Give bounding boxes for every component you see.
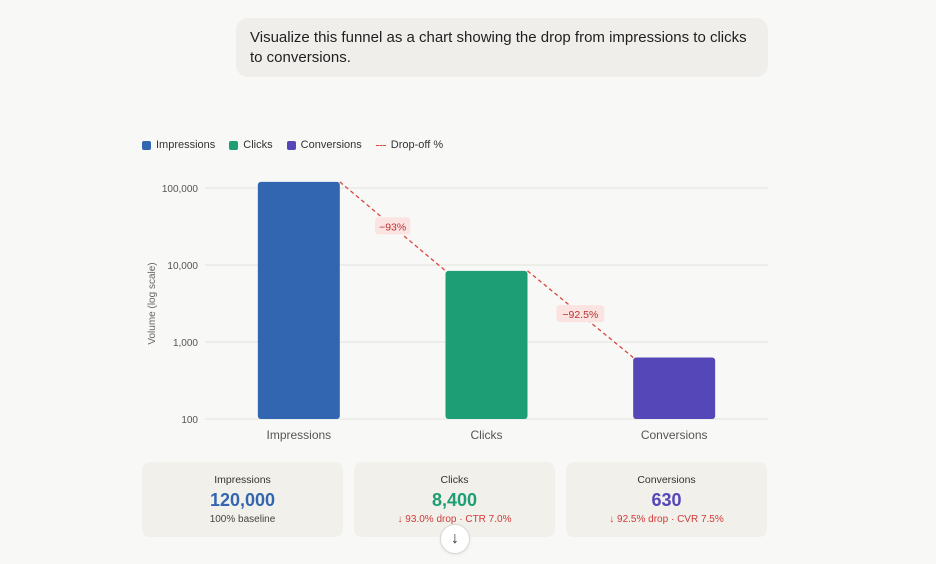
card-label: Conversions	[637, 474, 696, 486]
dropoff-line	[339, 181, 446, 272]
legend-swatch-clicks	[229, 140, 239, 150]
dropoff-line	[527, 270, 634, 358]
card-label: Clicks	[440, 474, 469, 486]
card-conversions: Conversions 630 ↓ 92.5% drop · CVR 7.5%	[566, 462, 767, 537]
card-label: Impressions	[214, 474, 271, 486]
dropoff-badge	[375, 217, 411, 235]
scroll-down-button[interactable]: ↓	[440, 524, 470, 554]
user-prompt-bubble: Visualize this funnel as a chart showing…	[236, 18, 768, 77]
y-tick-label: 10,000	[167, 261, 198, 272]
dropoff-label: −92.5%	[562, 309, 598, 321]
legend-dash-dropoff	[375, 144, 386, 146]
card-subtext: ↓ 92.5% drop · CVR 7.5%	[609, 514, 724, 525]
legend-item-conversions: Conversions	[286, 139, 362, 151]
bar-clicks	[445, 270, 528, 419]
y-tick-label: 1,000	[173, 338, 198, 349]
y-axis-label: Volume (log scale)	[147, 262, 158, 344]
card-value: 8,400	[431, 490, 478, 510]
dropoff-badge	[556, 305, 605, 323]
x-tick-label: Conversions	[641, 428, 708, 442]
card-subtext: 100% baseline	[209, 514, 276, 525]
card-value: 630	[651, 490, 682, 510]
x-tick-label: Impressions	[266, 428, 331, 442]
chart-legend: Impressions Clicks Conversions Drop-off …	[142, 139, 457, 151]
legend-item-impressions: Impressions	[142, 139, 215, 151]
bar-impressions	[257, 181, 340, 419]
user-prompt-text: Visualize this funnel as a chart showing…	[250, 29, 747, 66]
legend-swatch-impressions	[142, 140, 151, 150]
legend-label-impressions: Impressions	[156, 139, 216, 151]
summary-cards: Impressions 120,000 100% baseline Clicks…	[142, 462, 767, 537]
card-subtext: ↓ 93.0% drop · CTR 7.0%	[397, 514, 512, 525]
legend-swatch-conversions	[286, 140, 296, 150]
arrow-down-icon: ↓	[451, 530, 459, 547]
card-value: 120,000	[209, 490, 276, 510]
x-tick-label: Clicks	[471, 428, 503, 442]
card-impressions: Impressions 120,000 100% baseline	[142, 462, 343, 537]
card-clicks: Clicks 8,400 ↓ 93.0% drop · CTR 7.0%	[354, 462, 555, 537]
bar-conversions	[633, 357, 716, 419]
legend-label-conversions: Conversions	[300, 139, 362, 151]
legend-label-dropoff: Drop-off %	[390, 139, 444, 151]
legend-item-dropoff: Drop-off %	[375, 139, 444, 151]
funnel-chart: 100 1,000 10,000 100,000 Volume (log scale) I…	[147, 181, 768, 442]
legend-label-clicks: Clicks	[243, 139, 273, 151]
y-tick-label: 100	[181, 415, 198, 426]
legend-item-clicks: Clicks	[229, 139, 273, 151]
dropoff-label: −93%	[379, 221, 406, 233]
y-tick-label: 100,000	[162, 184, 199, 195]
